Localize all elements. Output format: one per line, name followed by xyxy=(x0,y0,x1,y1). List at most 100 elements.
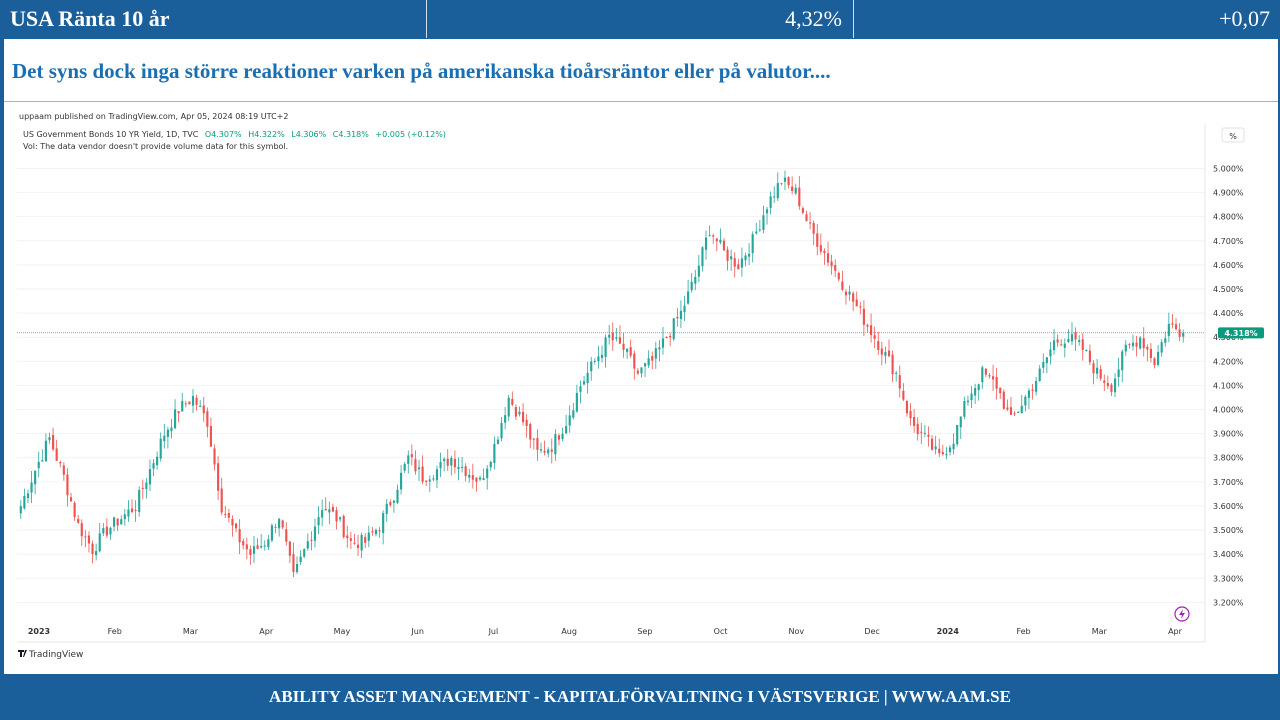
x-tick-label: Feb xyxy=(108,627,122,636)
candle-body xyxy=(231,518,234,526)
unit-button[interactable] xyxy=(1221,127,1245,143)
candle-body xyxy=(242,540,245,546)
candle-body xyxy=(880,348,883,355)
y-tick-label: 4.500% xyxy=(1213,285,1244,294)
subtitle-box: Det syns dock inga större reaktioner var… xyxy=(4,39,1278,102)
candle-body xyxy=(873,335,876,339)
x-tick-label: Mar xyxy=(183,627,199,636)
candle-body xyxy=(776,183,779,199)
candle-body xyxy=(278,518,281,529)
lightning-icon[interactable] xyxy=(1174,606,1190,622)
candle-body xyxy=(389,502,392,506)
y-tick-label: 3.200% xyxy=(1213,598,1244,607)
candle-body xyxy=(938,448,941,454)
candle-body xyxy=(744,255,747,261)
candle-body xyxy=(496,439,500,444)
candle-body xyxy=(1167,323,1170,336)
candle-body xyxy=(769,196,772,208)
candle-body xyxy=(590,361,593,372)
symbol-line: US Government Bonds 10 YR Yield, 1D, TVC… xyxy=(23,130,446,139)
chart-svg: 5.000% 4.900% 4.800% 4.700% 4.600% 4.500% 4.40… xyxy=(17,112,1278,660)
x-tick-label: Jun xyxy=(410,627,424,636)
x-tick-label: May xyxy=(334,627,351,636)
candle-body xyxy=(582,381,586,385)
last-price-label: 4.318% xyxy=(1224,329,1257,338)
candle-body xyxy=(489,461,492,468)
candle-body xyxy=(604,337,607,358)
candle-body xyxy=(1060,344,1063,346)
y-tick-label: 3.600% xyxy=(1213,502,1244,511)
candle-body xyxy=(618,337,622,344)
candle-body xyxy=(809,222,812,224)
candle-body xyxy=(877,341,880,350)
candle-body xyxy=(285,529,288,542)
candle-body xyxy=(41,460,44,462)
y-tick-label: 3.500% xyxy=(1213,526,1244,535)
candle-body xyxy=(356,544,360,549)
candle-body xyxy=(1067,338,1070,342)
candle-body xyxy=(288,541,291,556)
candle-body xyxy=(159,438,162,459)
candle-body xyxy=(410,454,413,458)
candle-body xyxy=(704,237,708,250)
candle-body xyxy=(428,479,431,482)
tradingview-icon xyxy=(18,650,27,657)
candle-body xyxy=(435,469,439,481)
y-tick-label: 4.200% xyxy=(1213,357,1244,366)
candle-body xyxy=(152,463,155,469)
header-change: +0,07 xyxy=(1219,6,1270,31)
candle-body xyxy=(382,513,385,534)
x-tick-label: Dec xyxy=(864,627,879,636)
candle-body xyxy=(999,387,1002,394)
candle-body xyxy=(26,493,30,499)
unit-label: % xyxy=(1229,132,1237,141)
candle-body xyxy=(1124,344,1127,352)
candle-body xyxy=(1017,411,1020,413)
candle-body xyxy=(586,372,589,384)
symbol-name: US Government Bonds 10 YR Yield, 1D, TVC xyxy=(23,130,199,139)
candle-body xyxy=(292,554,295,573)
candle-body xyxy=(941,452,944,455)
header-divider xyxy=(426,0,427,38)
candle-body xyxy=(91,543,94,555)
candle-body xyxy=(927,434,930,437)
candle-body xyxy=(116,518,119,526)
candle-body xyxy=(748,253,751,257)
x-tick-label: 2023 xyxy=(28,627,50,636)
candle-body xyxy=(654,348,657,359)
candle-body xyxy=(486,468,489,479)
candle-body xyxy=(238,529,241,543)
ohlc-change: +0.005 (+0.12%) xyxy=(375,130,446,139)
x-tick-label: 2024 xyxy=(937,627,960,636)
candle-body xyxy=(421,466,424,482)
candle-body xyxy=(844,291,848,296)
candle-body xyxy=(30,482,33,493)
candle-body xyxy=(934,446,937,450)
candle-body xyxy=(1110,384,1113,392)
candle-body xyxy=(683,305,686,313)
candle-body xyxy=(1171,323,1174,325)
candle-body xyxy=(504,415,507,423)
candle-body xyxy=(260,545,263,548)
candle-body xyxy=(694,276,697,284)
tradingview-brand: TradingView xyxy=(28,650,83,660)
candle-body xyxy=(708,235,711,237)
candle-body xyxy=(701,247,704,267)
candle-body xyxy=(859,306,862,308)
candle-body xyxy=(1164,338,1167,343)
candle-body xyxy=(324,509,327,511)
candle-body xyxy=(306,541,309,549)
candle-body xyxy=(593,360,596,362)
candle-body xyxy=(195,397,198,405)
candle-body xyxy=(299,556,302,563)
candle-body xyxy=(970,393,973,401)
candle-body xyxy=(249,549,252,556)
candle-body xyxy=(1070,334,1074,342)
candle-body xyxy=(367,532,370,541)
candle-body xyxy=(120,519,123,525)
candle-body xyxy=(227,513,230,518)
candle-body xyxy=(956,424,959,445)
candle-body xyxy=(95,551,98,556)
candle-body xyxy=(1006,407,1009,410)
header-bar: USA Ränta 10 år 4,32% +0,07 xyxy=(0,0,1280,38)
